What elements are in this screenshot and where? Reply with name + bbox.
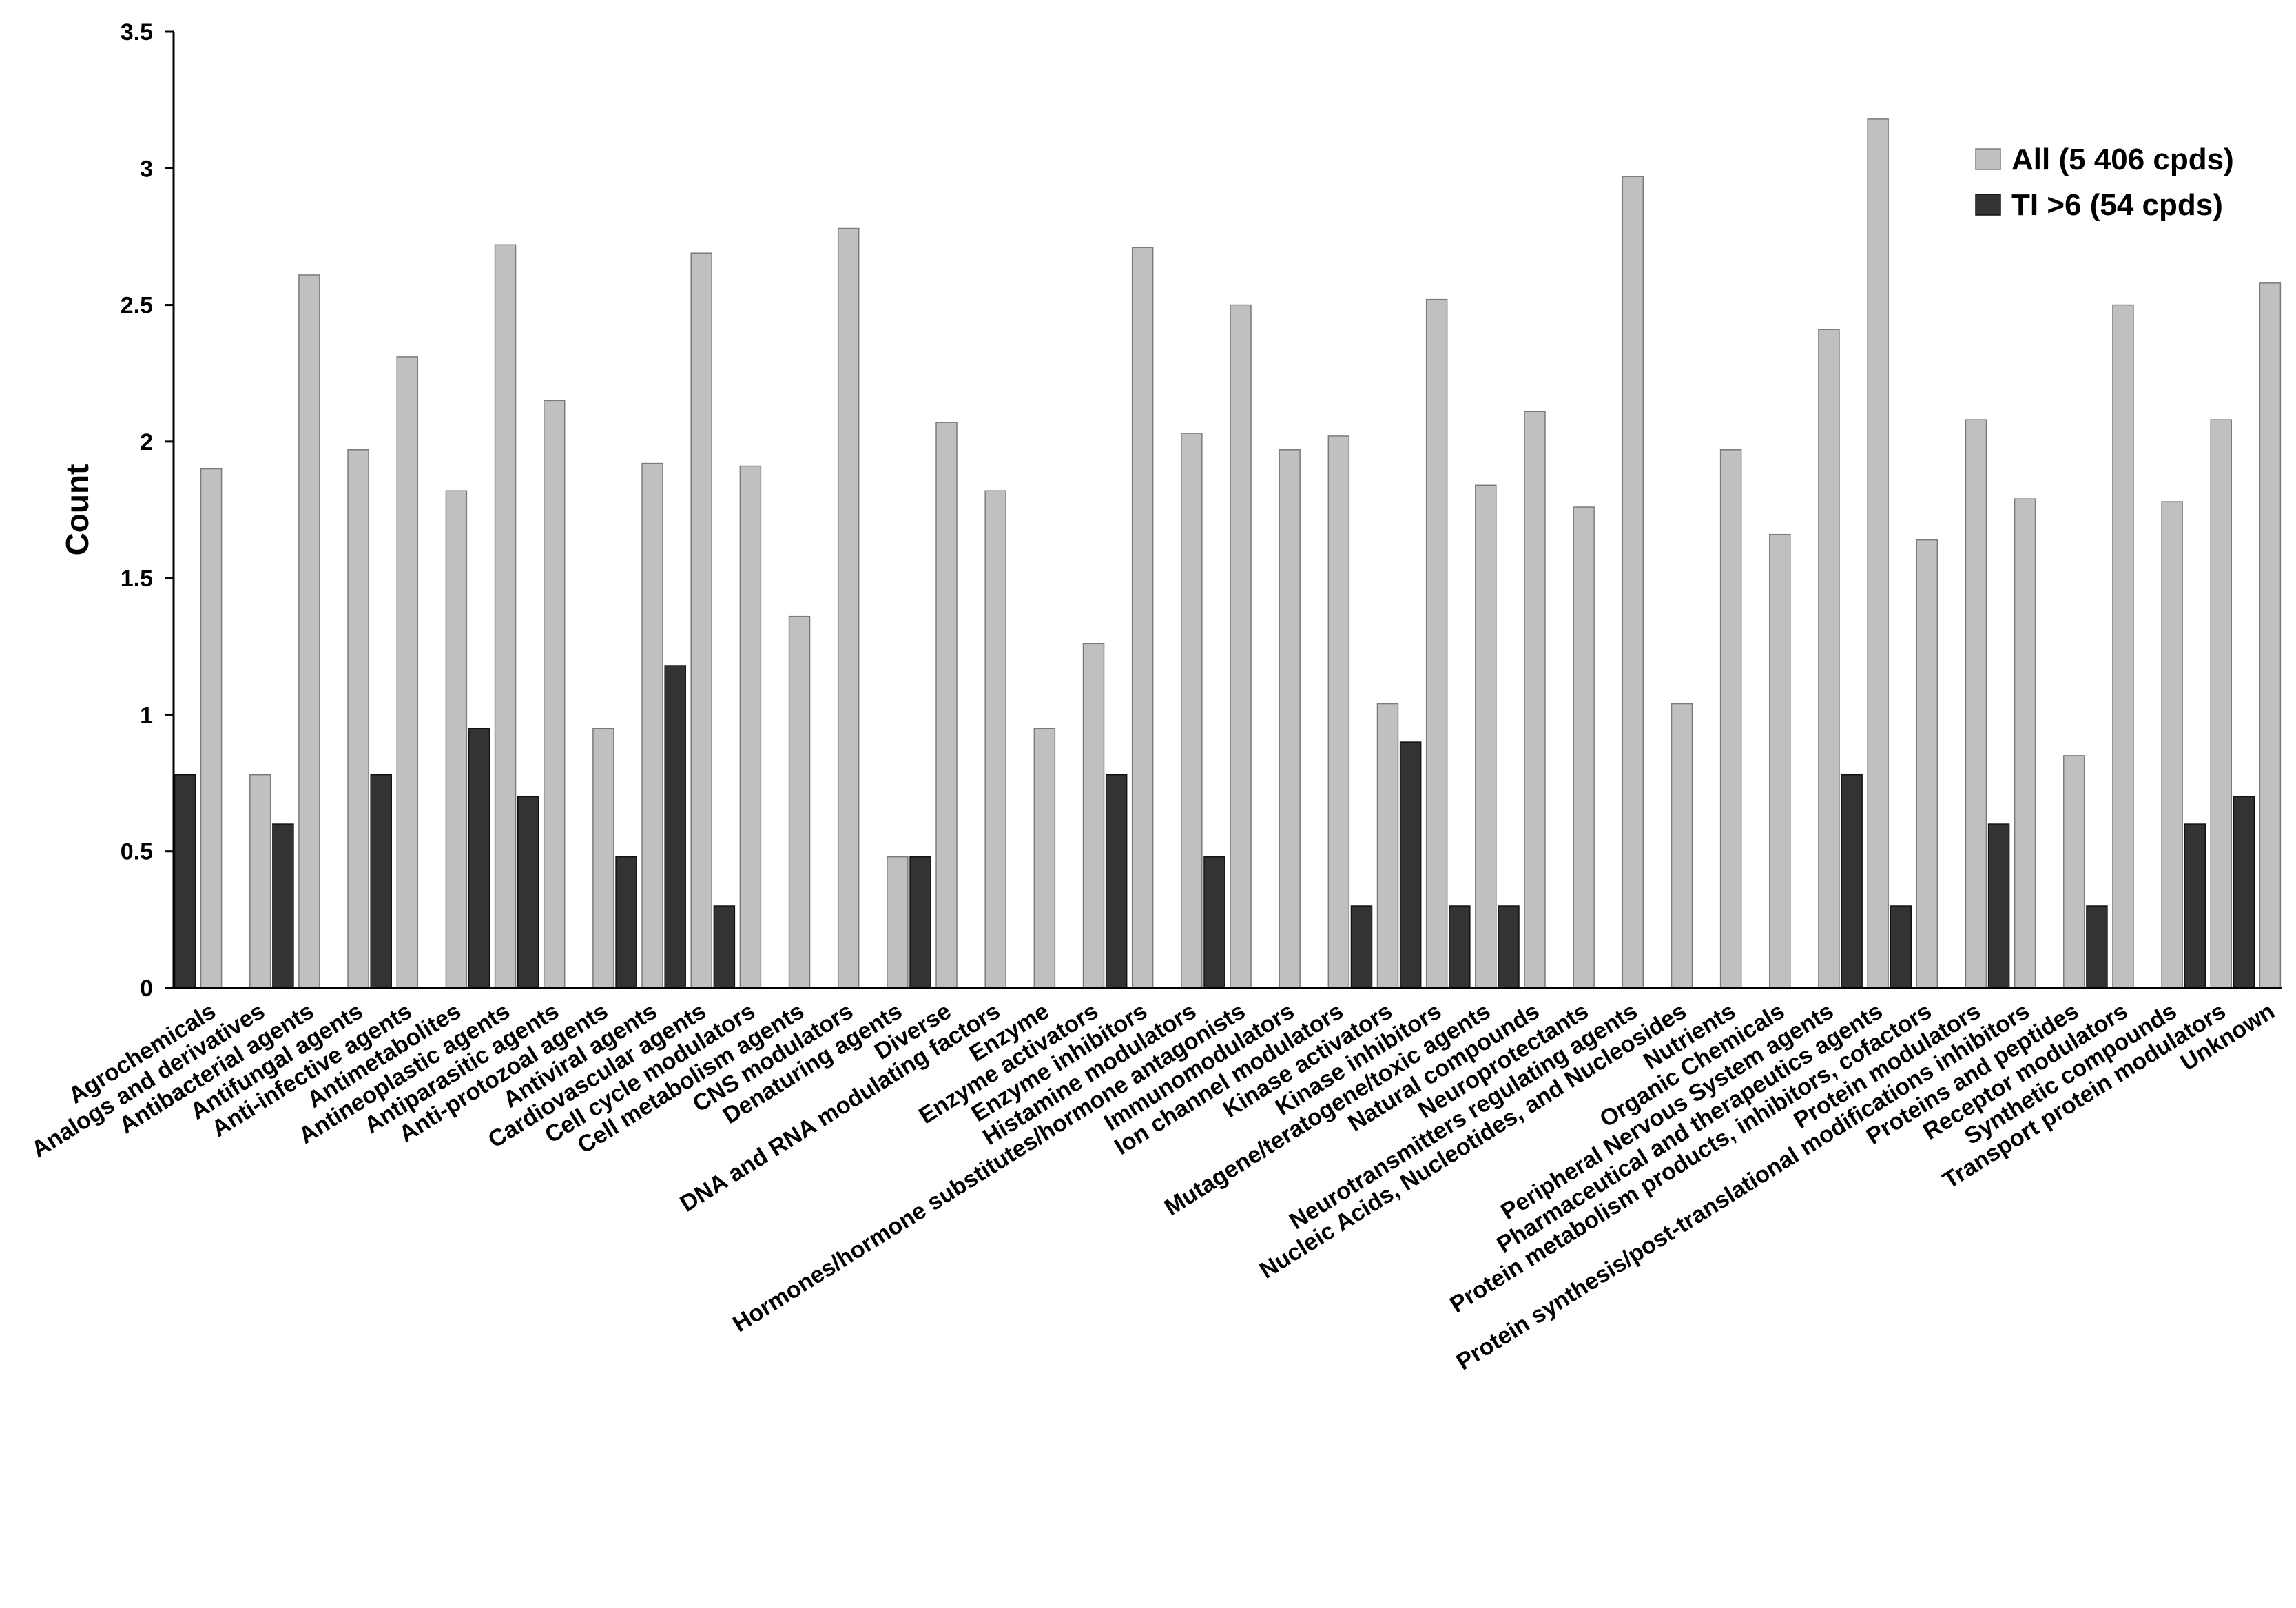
bar-all [200,468,223,989]
bar-ti [2184,823,2206,989]
bar-ti [468,728,490,989]
y-tick-label: 2.5 [121,293,153,319]
bar-all [2210,419,2233,989]
y-tick-label: 2 [140,429,153,455]
bar-ti [1987,823,2010,989]
bar-all [1867,118,1889,989]
bar-all [1279,449,1301,989]
bar-all [445,490,468,989]
y-tick-label: 0 [140,976,153,1002]
bar-ti [1449,905,1471,989]
bar-all [494,244,517,989]
bar-ti [664,665,686,989]
bar-ti [1841,774,1863,989]
bar-all [1131,247,1154,989]
bar-all [1622,176,1644,989]
bar-all [2014,498,2036,989]
axes-layer [172,32,2282,989]
y-tick-label: 0.5 [121,839,153,865]
bar-all [2063,755,2085,989]
bar-all [2112,304,2134,989]
bar-all [1376,703,1399,989]
bar-ti [1350,905,1373,989]
bar-ti [909,856,931,989]
bar-ti [1498,905,1520,989]
y-tick-label: 1 [140,702,153,728]
bar-all [1425,298,1448,989]
bar-all [837,227,860,989]
bar-ti [1399,741,1422,989]
bar-all [592,728,614,989]
bar-ti [1890,905,1912,989]
bar-all [347,449,369,989]
bar-all [1327,435,1350,989]
y-tick-label: 3 [140,156,153,182]
bar-ti [174,774,196,989]
bar-all [984,490,1006,989]
bar-all [1033,728,1056,989]
bar-ti [713,905,736,989]
y-axis-title: Count [59,464,95,556]
bar-all [396,356,418,989]
legend-label-ti: TI >6 (54 cpds) [2011,188,2223,222]
bar-all [1916,539,1938,989]
legend-label-all: All (5 406 cpds) [2011,143,2234,176]
bar-all [887,856,909,989]
bar-all [543,400,566,989]
bar-ti [1203,856,1225,989]
bar-all [641,462,663,989]
bar-all [2259,282,2282,989]
bar-all [935,422,958,989]
bar-all [1524,411,1546,989]
bar-all [1230,304,1252,989]
bar-ti [370,774,392,989]
bar-all [1475,484,1497,989]
bar-all [1719,449,1742,989]
bar-all [1181,433,1203,989]
legend: All (5 406 cpds) TI >6 (54 cpds) [1975,143,2234,222]
bar-ti [272,823,294,989]
bar-ti [2233,796,2255,989]
bar-all [249,774,271,989]
bar-ti [1105,774,1128,989]
bars-layer [174,118,2282,989]
bar-all [1671,703,1693,989]
bar-all [690,252,712,989]
bar-all [1769,533,1791,989]
bar-ti [517,796,539,989]
bar-all [1573,506,1595,989]
bar-all [1818,329,1840,989]
y-axis-ticks: 0 0.5 1 1.5 2 2.5 3 3.5 [121,19,174,1002]
bar-all [2161,501,2183,989]
bar-all [739,465,762,989]
bar-all [298,274,320,989]
bar-all [788,615,811,989]
bar-ti [2086,905,2108,989]
bar-ti [615,856,637,989]
legend-swatch-all [1975,148,2001,170]
bar-all [1965,419,1987,989]
y-tick-label: 3.5 [121,19,153,45]
y-tick-label: 1.5 [121,566,153,592]
bar-all [1082,643,1105,989]
legend-swatch-ti [1975,194,2001,216]
